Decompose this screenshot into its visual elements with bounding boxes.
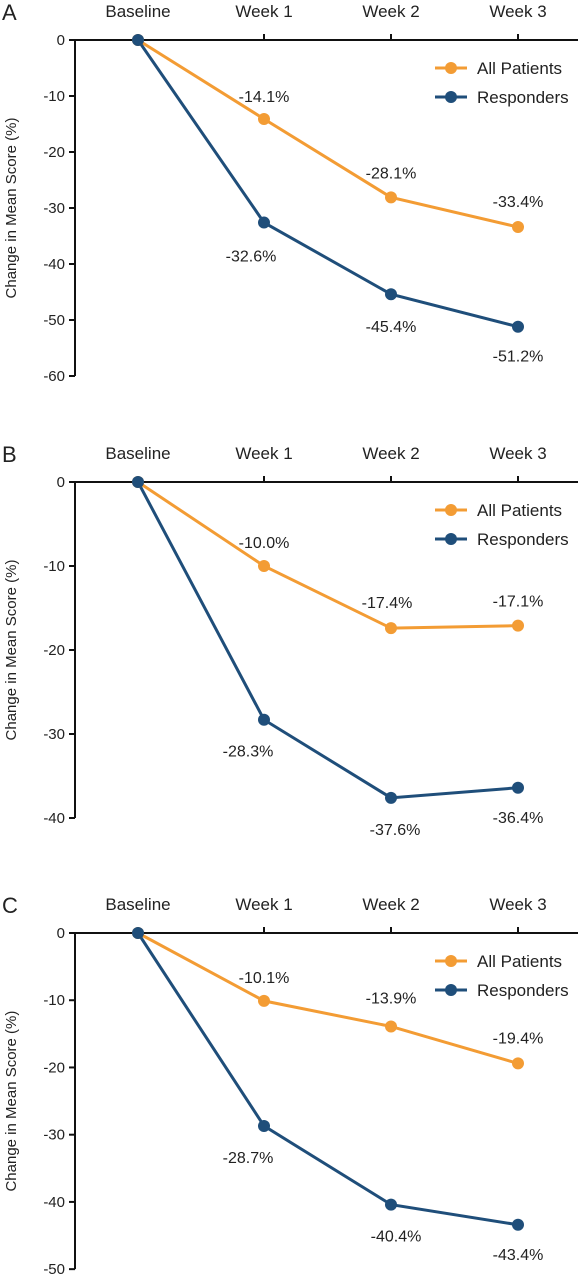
chart-panel-a: A Baseline Week 1 Week 2 Week 3 0 -10 -20 -30 -40… <box>2 0 578 385</box>
series-line <box>137 38 519 229</box>
y-tick-label: -20 <box>43 642 65 659</box>
y-tick-label: -10 <box>43 992 65 1009</box>
y-tick-label: -20 <box>43 144 65 161</box>
x-tick-label: Week 1 <box>235 2 292 21</box>
y-tick-label: -50 <box>43 1261 65 1278</box>
y-tick-label: -30 <box>43 200 65 217</box>
y-tick-label: -10 <box>43 88 65 105</box>
data-point <box>258 1119 270 1132</box>
data-point <box>512 221 524 234</box>
legend-swatch-marker <box>445 62 457 74</box>
data-point <box>512 781 524 794</box>
data-label: -17.1% <box>493 594 544 611</box>
data-label: -37.6% <box>370 822 421 839</box>
data-point <box>132 476 144 488</box>
panel-letter: C <box>2 893 18 918</box>
data-point <box>512 1218 524 1231</box>
data-label: -51.2% <box>493 349 544 366</box>
y-tick-label: -30 <box>43 726 65 743</box>
series-line <box>136 481 519 800</box>
data-label: -45.4% <box>366 319 417 336</box>
data-label: -28.7% <box>223 1150 274 1167</box>
panel-letter: A <box>2 0 17 25</box>
data-point <box>512 1057 524 1070</box>
y-tick-label: -40 <box>43 1194 65 1211</box>
legend-label: Responders <box>477 530 569 549</box>
y-tick-label: 0 <box>57 32 65 49</box>
x-tick-label: Week 3 <box>489 444 546 463</box>
data-label: -14.1% <box>239 89 290 106</box>
legend-label: All Patients <box>477 501 562 520</box>
y-tick-label: -20 <box>43 1059 65 1076</box>
y-tick-label: -60 <box>43 368 65 385</box>
data-point <box>512 619 524 632</box>
legend-label: Responders <box>477 88 569 107</box>
data-label: -32.6% <box>226 249 277 266</box>
x-tick-label: Week 2 <box>362 895 419 914</box>
data-label: -17.4% <box>362 595 413 612</box>
data-label: -19.4% <box>493 1030 544 1047</box>
y-axis-title: Change in Mean Score (%) <box>3 118 20 299</box>
data-point <box>385 622 397 635</box>
legend-label: Responders <box>477 981 569 1000</box>
data-label: -28.3% <box>223 744 274 761</box>
y-tick-label: -50 <box>43 312 65 329</box>
series-line <box>137 931 519 1065</box>
x-tick-label: Baseline <box>105 895 170 914</box>
legend-label: All Patients <box>477 59 562 78</box>
y-tick-label: 0 <box>57 474 65 491</box>
x-tick-label: Week 1 <box>235 444 292 463</box>
y-tick-label: -40 <box>43 256 65 273</box>
legend-swatch-marker <box>445 984 457 996</box>
data-point <box>132 927 144 939</box>
y-tick-label: 0 <box>57 925 65 942</box>
y-tick-label: -30 <box>43 1127 65 1144</box>
legend-swatch-marker <box>445 504 457 516</box>
chart-panel-c: C Baseline Week 1 Week 2 Week 3 0 -10 -20 -30 -40… <box>2 893 578 1278</box>
x-tick-label: Week 3 <box>489 2 546 21</box>
legend-swatch-marker <box>445 533 457 545</box>
legend-swatch-marker <box>445 955 457 967</box>
y-axis-title: Change in Mean Score (%) <box>3 560 20 741</box>
data-label: -13.9% <box>366 990 417 1007</box>
data-point <box>385 791 397 804</box>
chart-panel-b: B Baseline Week 1 Week 2 Week 3 0 -10 -20 -30 -40… <box>2 442 578 839</box>
series-line <box>137 480 519 630</box>
data-point <box>258 112 270 125</box>
data-label: -33.4% <box>493 194 544 211</box>
x-tick-label: Baseline <box>105 2 170 21</box>
data-label: -36.4% <box>493 810 544 827</box>
x-tick-label: Week 2 <box>362 444 419 463</box>
data-point <box>385 288 397 301</box>
data-point <box>258 713 270 726</box>
legend-label: All Patients <box>477 952 562 971</box>
data-point <box>512 320 524 333</box>
y-axis-title: Change in Mean Score (%) <box>3 1011 20 1192</box>
data-point <box>132 34 144 46</box>
x-tick-label: Baseline <box>105 444 170 463</box>
series-line <box>136 39 519 329</box>
data-label: -10.0% <box>239 535 290 552</box>
data-point <box>385 191 397 204</box>
x-tick-label: Week 2 <box>362 2 419 21</box>
panel-letter: B <box>2 442 17 467</box>
data-label: -10.1% <box>239 970 290 987</box>
data-point <box>385 1198 397 1211</box>
series-line <box>136 932 519 1227</box>
data-point <box>385 1020 397 1033</box>
data-label: -43.4% <box>493 1247 544 1264</box>
legend-swatch-marker <box>445 91 457 103</box>
data-point <box>258 216 270 229</box>
data-point <box>258 560 270 572</box>
data-label: -40.4% <box>371 1229 422 1246</box>
data-point <box>258 994 270 1007</box>
y-tick-label: -10 <box>43 558 65 575</box>
x-tick-label: Week 1 <box>235 895 292 914</box>
y-tick-label: -40 <box>43 810 65 827</box>
data-label: -28.1% <box>366 165 417 182</box>
x-tick-label: Week 3 <box>489 895 546 914</box>
